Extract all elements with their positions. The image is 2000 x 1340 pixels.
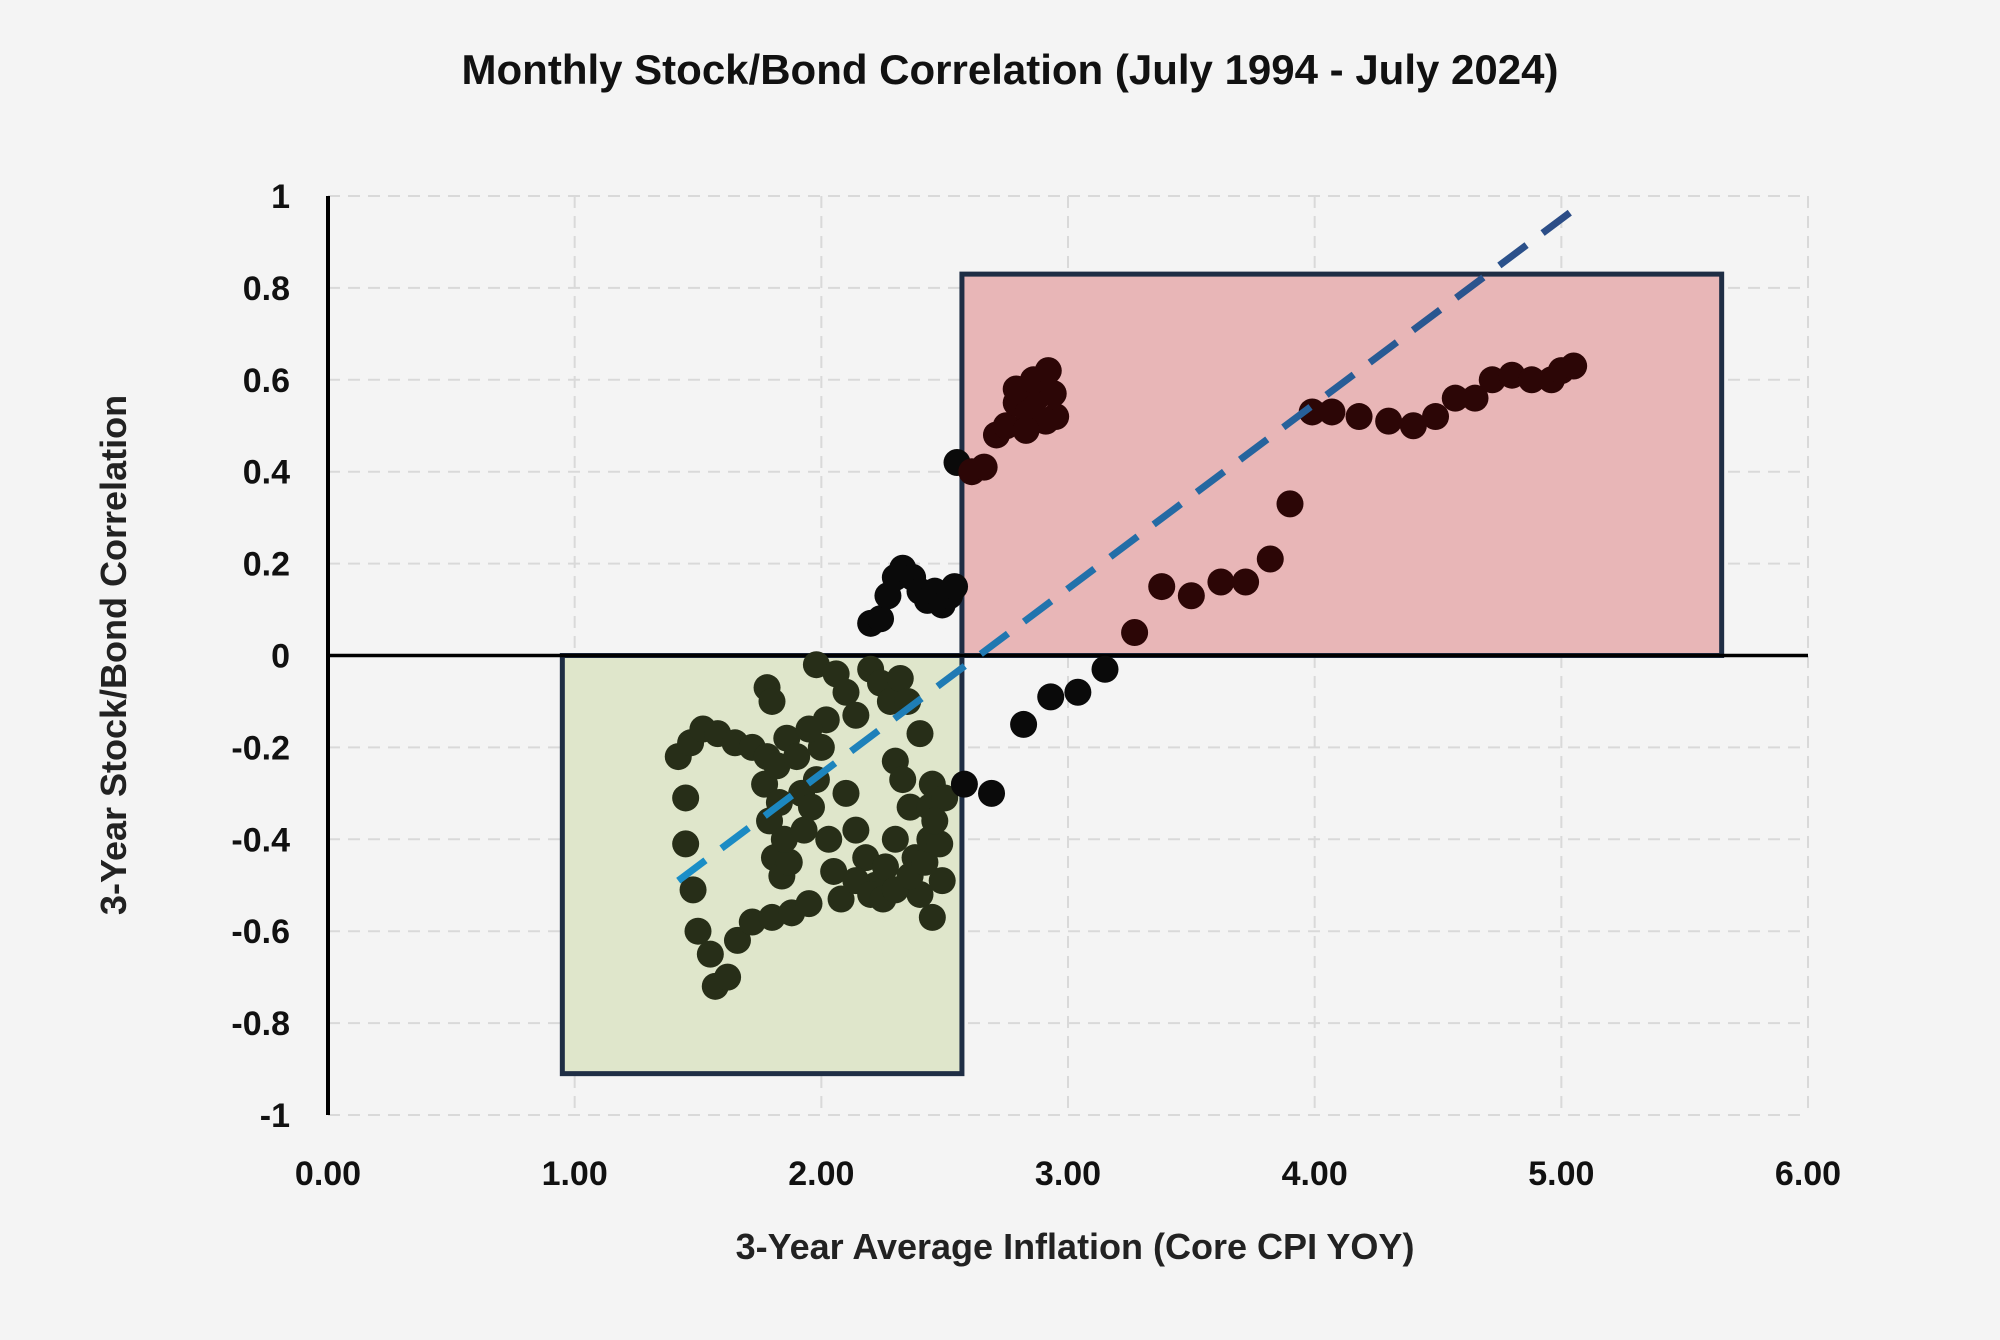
data-point xyxy=(871,853,899,881)
data-point xyxy=(931,784,959,812)
data-point xyxy=(1177,582,1205,610)
data-point xyxy=(906,720,934,748)
data-point xyxy=(867,605,895,633)
data-point xyxy=(1441,384,1469,412)
data-point xyxy=(970,453,998,481)
data-point xyxy=(950,770,978,798)
data-point xyxy=(1318,398,1346,426)
data-point xyxy=(672,784,700,812)
y-tick-label: 0.4 xyxy=(243,454,290,492)
data-point xyxy=(775,848,803,876)
data-point xyxy=(672,830,700,858)
x-axis-label: 3-Year Average Inflation (Core CPI YOY) xyxy=(736,1226,1415,1267)
y-tick-label: 0 xyxy=(271,638,290,676)
data-point xyxy=(842,816,870,844)
x-tick-label: 4.00 xyxy=(1282,1155,1348,1193)
data-point xyxy=(783,743,811,771)
data-point xyxy=(1034,357,1062,385)
y-tick-label: -0.8 xyxy=(231,1005,290,1043)
y-tick-label: 0.6 xyxy=(243,362,290,400)
data-point xyxy=(714,963,742,991)
data-point xyxy=(889,766,917,794)
data-point xyxy=(696,940,724,968)
data-point xyxy=(790,816,818,844)
y-tick-label: -0.4 xyxy=(231,821,290,859)
data-point xyxy=(820,857,848,885)
data-point xyxy=(795,890,823,918)
data-point xyxy=(1560,352,1588,380)
y-tick-label: 0.2 xyxy=(243,546,290,584)
x-tick-label: 6.00 xyxy=(1775,1155,1841,1193)
data-point xyxy=(758,687,786,715)
data-point xyxy=(795,715,823,743)
data-point xyxy=(1148,573,1176,601)
data-point xyxy=(1256,545,1284,573)
data-point xyxy=(1461,384,1489,412)
data-point xyxy=(684,917,712,945)
data-point xyxy=(881,825,909,853)
trendline xyxy=(676,206,1576,884)
data-point xyxy=(918,903,946,931)
y-tick-labels: 1 0.8 0.6 0.4 0.2 0 -0.2 -0.4 -0.6 -0.8 -1 xyxy=(231,178,290,1135)
x-tick-label: 5.00 xyxy=(1528,1155,1594,1193)
x-tick-label: 0.00 xyxy=(295,1155,361,1193)
data-point xyxy=(921,807,949,835)
data-point xyxy=(1039,380,1067,408)
data-point xyxy=(1037,683,1065,711)
data-point xyxy=(842,701,870,729)
data-point xyxy=(815,825,843,853)
data-point xyxy=(723,926,751,954)
data-point xyxy=(832,779,860,807)
data-point xyxy=(978,779,1006,807)
x-tick-label: 3.00 xyxy=(1035,1155,1101,1193)
data-point xyxy=(1232,568,1260,596)
trendline-group xyxy=(676,206,1576,884)
data-point xyxy=(926,830,954,858)
data-point xyxy=(1375,407,1403,435)
data-point xyxy=(1064,678,1092,706)
data-point xyxy=(1121,619,1149,647)
data-point xyxy=(1518,366,1546,394)
x-tick-label: 2.00 xyxy=(788,1155,854,1193)
data-point xyxy=(1091,655,1119,683)
data-point xyxy=(1345,403,1373,431)
y-tick-label: -1 xyxy=(260,1097,290,1135)
data-point xyxy=(1422,403,1450,431)
green-region xyxy=(559,653,965,1077)
data-point xyxy=(941,573,969,601)
axes xyxy=(326,196,1808,1115)
data-point xyxy=(827,885,855,913)
y-tick-label: 1 xyxy=(271,178,290,216)
data-point xyxy=(1399,412,1427,440)
y-tick-label: -0.2 xyxy=(231,729,290,767)
data-point xyxy=(1010,710,1038,738)
data-point xyxy=(911,848,939,876)
x-tick-labels: 0.00 1.00 2.00 3.00 4.00 5.00 6.00 xyxy=(295,1155,1841,1193)
data-point xyxy=(679,876,707,904)
data-point xyxy=(1207,568,1235,596)
data-points xyxy=(664,352,1588,1000)
red-region xyxy=(959,271,1725,658)
y-axis-label: 3-Year Stock/Bond Correlation xyxy=(93,395,134,915)
data-point xyxy=(886,664,914,692)
data-point xyxy=(1012,416,1040,444)
data-point xyxy=(832,678,860,706)
data-point xyxy=(1298,398,1326,426)
data-point xyxy=(1276,490,1304,518)
data-point xyxy=(928,867,956,895)
x-tick-label: 1.00 xyxy=(542,1155,608,1193)
y-tick-label: -0.6 xyxy=(231,913,290,951)
y-tick-label: 0.8 xyxy=(243,270,290,308)
chart-title: Monthly Stock/Bond Correlation (July 199… xyxy=(462,46,1559,93)
data-point xyxy=(894,687,922,715)
data-point xyxy=(896,793,924,821)
data-point xyxy=(797,793,825,821)
